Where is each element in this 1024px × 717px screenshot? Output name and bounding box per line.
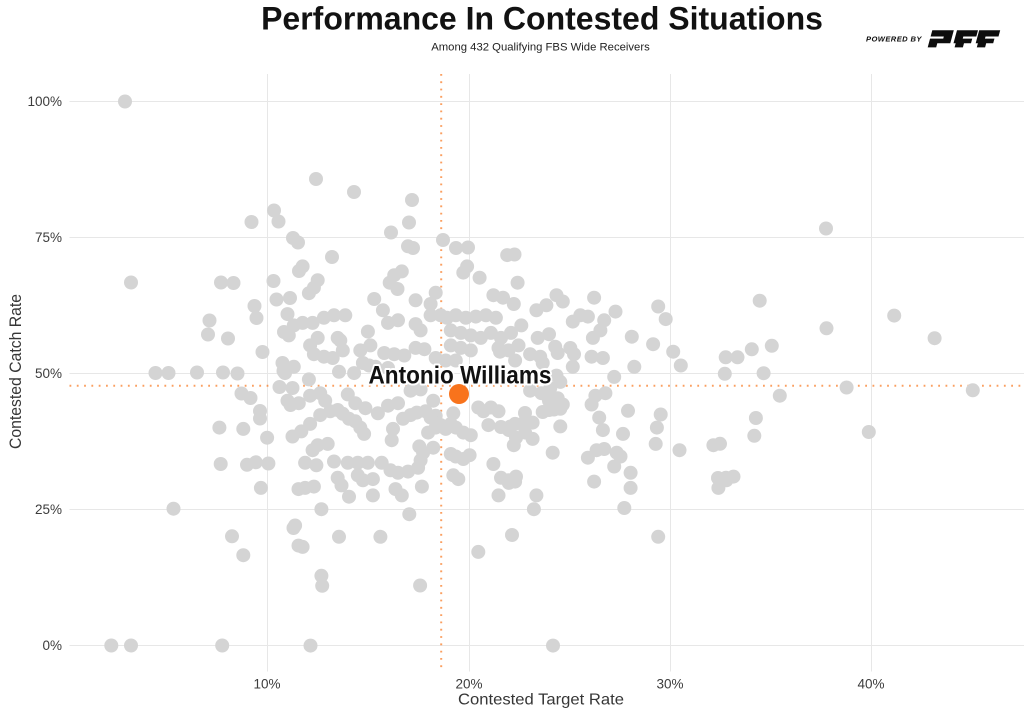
svg-text:50%: 50% — [35, 366, 62, 381]
svg-text:0%: 0% — [42, 638, 62, 653]
svg-text:10%: 10% — [253, 677, 280, 692]
svg-text:Among 432 Qualifying FBS Wide: Among 432 Qualifying FBS Wide Receivers — [431, 42, 650, 54]
svg-text:Contested Target Rate: Contested Target Rate — [458, 691, 624, 708]
svg-text:100%: 100% — [27, 94, 62, 109]
svg-text:Performance In Contested Situa: Performance In Contested Situations — [261, 1, 823, 37]
svg-text:25%: 25% — [35, 502, 62, 517]
svg-text:Contested Catch Rate: Contested Catch Rate — [7, 294, 25, 449]
svg-text:30%: 30% — [656, 677, 683, 692]
svg-text:75%: 75% — [35, 230, 62, 245]
svg-text:Antonio Williams: Antonio Williams — [369, 362, 552, 390]
svg-text:POWERED BY: POWERED BY — [866, 35, 922, 44]
svg-text:40%: 40% — [857, 677, 884, 692]
svg-text:20%: 20% — [455, 677, 482, 692]
